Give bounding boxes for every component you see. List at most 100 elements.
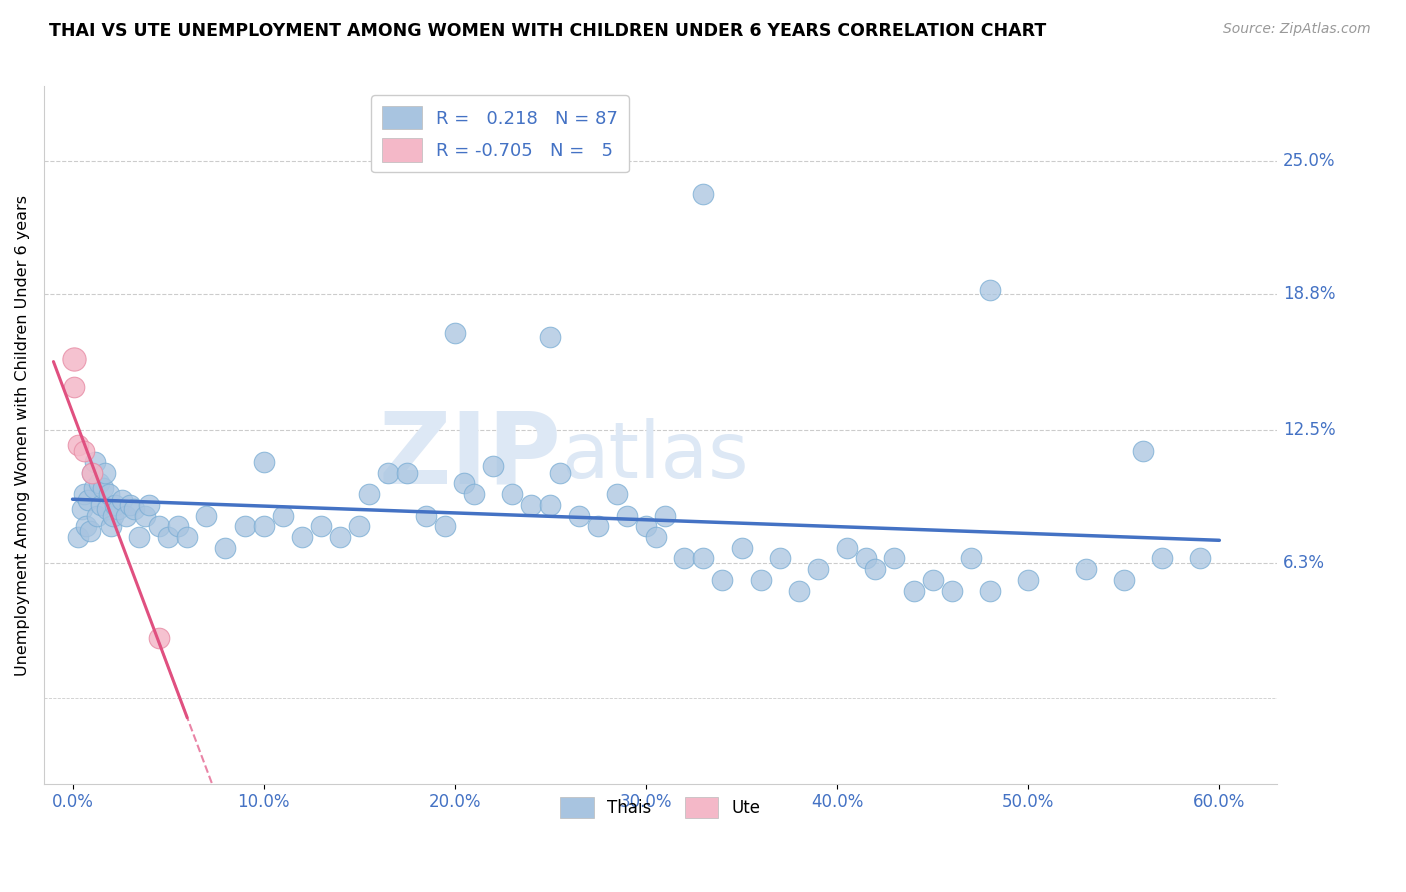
Point bbox=[96, 502, 118, 516]
Point bbox=[214, 541, 236, 555]
Point bbox=[67, 530, 90, 544]
Point bbox=[271, 508, 294, 523]
Point bbox=[79, 524, 101, 538]
Text: THAI VS UTE UNEMPLOYMENT AMONG WOMEN WITH CHILDREN UNDER 6 YEARS CORRELATION CHA: THAI VS UTE UNEMPLOYMENT AMONG WOMEN WIT… bbox=[49, 22, 1046, 40]
Point bbox=[787, 583, 810, 598]
Point bbox=[835, 541, 858, 555]
Point bbox=[606, 487, 628, 501]
Point bbox=[586, 519, 609, 533]
Point bbox=[195, 508, 218, 523]
Point bbox=[538, 498, 561, 512]
Point bbox=[501, 487, 523, 501]
Point bbox=[107, 502, 129, 516]
Point bbox=[749, 573, 772, 587]
Point bbox=[73, 444, 96, 458]
Point bbox=[434, 519, 457, 533]
Point bbox=[83, 481, 105, 495]
Point bbox=[349, 519, 371, 533]
Point bbox=[692, 551, 714, 566]
Point bbox=[769, 551, 792, 566]
Point bbox=[329, 530, 352, 544]
Point bbox=[941, 583, 963, 598]
Point bbox=[91, 481, 114, 495]
Point bbox=[357, 487, 380, 501]
Point bbox=[148, 519, 170, 533]
Point bbox=[233, 519, 256, 533]
Text: Source: ZipAtlas.com: Source: ZipAtlas.com bbox=[1223, 22, 1371, 37]
Point bbox=[979, 283, 1001, 297]
Point bbox=[548, 466, 571, 480]
Point bbox=[84, 455, 107, 469]
Point bbox=[80, 466, 103, 480]
Point bbox=[538, 330, 561, 344]
Point bbox=[94, 466, 117, 480]
Point bbox=[692, 186, 714, 201]
Point bbox=[711, 573, 734, 587]
Point bbox=[86, 508, 108, 523]
Point bbox=[90, 498, 112, 512]
Point bbox=[1074, 562, 1097, 576]
Point bbox=[148, 631, 170, 645]
Text: ZIP: ZIP bbox=[378, 408, 561, 505]
Point bbox=[97, 487, 120, 501]
Text: atlas: atlas bbox=[561, 418, 749, 494]
Point bbox=[157, 530, 180, 544]
Point bbox=[166, 519, 188, 533]
Point bbox=[309, 519, 332, 533]
Point bbox=[291, 530, 314, 544]
Point bbox=[654, 508, 676, 523]
Point bbox=[520, 498, 543, 512]
Point bbox=[443, 326, 465, 340]
Point bbox=[730, 541, 752, 555]
Point bbox=[104, 498, 127, 512]
Legend: Thais, Ute: Thais, Ute bbox=[554, 790, 766, 824]
Point bbox=[118, 498, 141, 512]
Point bbox=[111, 493, 134, 508]
Point bbox=[100, 519, 122, 533]
Point bbox=[377, 466, 399, 480]
Point bbox=[807, 562, 830, 576]
Point bbox=[73, 487, 96, 501]
Point bbox=[1150, 551, 1173, 566]
Point bbox=[67, 438, 90, 452]
Point bbox=[396, 466, 419, 480]
Text: 18.8%: 18.8% bbox=[1282, 285, 1336, 303]
Point bbox=[138, 498, 160, 512]
Point bbox=[75, 519, 97, 533]
Point bbox=[453, 476, 475, 491]
Point bbox=[979, 583, 1001, 598]
Point bbox=[883, 551, 905, 566]
Text: 6.3%: 6.3% bbox=[1282, 554, 1324, 572]
Point bbox=[76, 493, 98, 508]
Point bbox=[634, 519, 657, 533]
Point bbox=[482, 459, 505, 474]
Point bbox=[568, 508, 591, 523]
Point bbox=[415, 508, 437, 523]
Point bbox=[1132, 444, 1154, 458]
Point bbox=[62, 351, 84, 366]
Point bbox=[128, 530, 150, 544]
Point bbox=[115, 508, 138, 523]
Point bbox=[176, 530, 198, 544]
Point bbox=[865, 562, 887, 576]
Point bbox=[1017, 573, 1039, 587]
Text: 12.5%: 12.5% bbox=[1282, 421, 1336, 439]
Point bbox=[134, 508, 156, 523]
Point bbox=[101, 508, 124, 523]
Point bbox=[616, 508, 638, 523]
Point bbox=[253, 455, 276, 469]
Point bbox=[673, 551, 696, 566]
Point bbox=[122, 502, 145, 516]
Point bbox=[644, 530, 666, 544]
Text: 25.0%: 25.0% bbox=[1282, 153, 1336, 170]
Point bbox=[253, 519, 276, 533]
Y-axis label: Unemployment Among Women with Children Under 6 years: Unemployment Among Women with Children U… bbox=[15, 194, 30, 675]
Point bbox=[89, 476, 111, 491]
Point bbox=[855, 551, 877, 566]
Point bbox=[903, 583, 925, 598]
Point bbox=[70, 502, 93, 516]
Point bbox=[960, 551, 983, 566]
Point bbox=[463, 487, 485, 501]
Point bbox=[1189, 551, 1212, 566]
Point bbox=[63, 380, 86, 394]
